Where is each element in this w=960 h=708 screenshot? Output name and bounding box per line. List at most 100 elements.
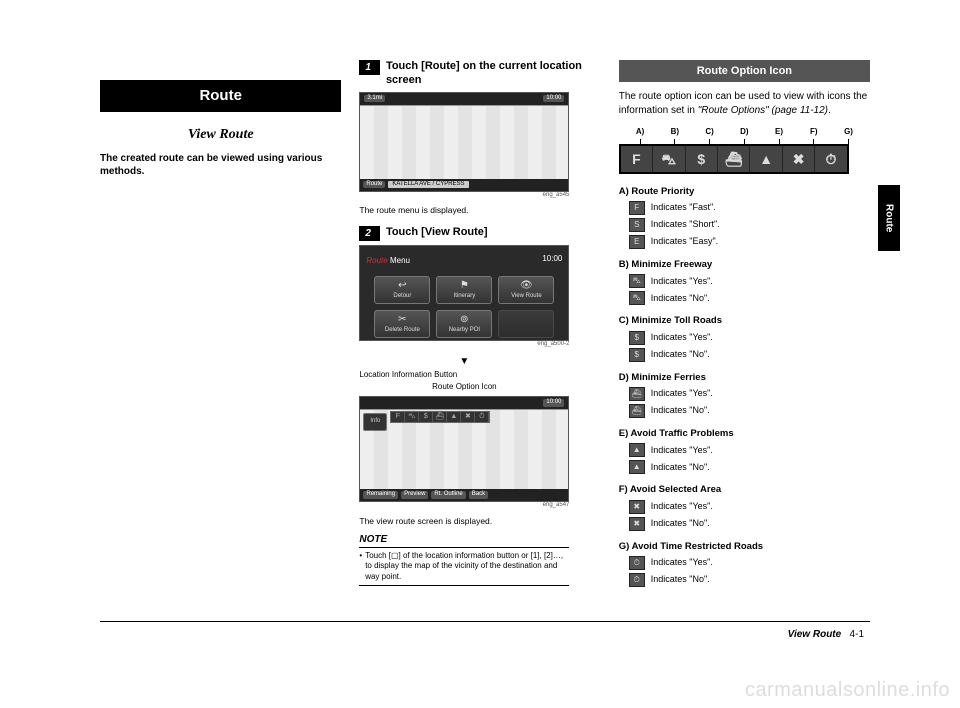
icon-bar-cell: ✖ [783, 146, 815, 172]
option-group: B) Minimize Freeway⛍Indicates "Yes".⛍Ind… [619, 259, 870, 305]
option-row: ▲ Indicates "Yes". [629, 443, 870, 457]
option-group: F) Avoid Selected Area✖Indicates "Yes".✖… [619, 484, 870, 530]
menu-clock: 10:00 [542, 254, 562, 264]
tick-mark [799, 139, 829, 144]
roi-cell: ⛍ [405, 412, 419, 422]
option-group: G) Avoid Time Restricted Roads ⏱ Indicates… [619, 541, 870, 587]
columns: Route View Route The created route can b… [100, 60, 870, 597]
option-text: Indicates "Short". [651, 219, 720, 231]
option-group-title: G) Avoid Time Restricted Roads [619, 541, 870, 553]
screenshot-botbar: Remaining Preview Rt. Outline Back [360, 489, 568, 501]
poi-icon: ⊚ [460, 313, 468, 326]
icon-bar-cell: ⛴ [718, 146, 750, 172]
letter-label: G) [834, 127, 864, 137]
option-icon: ⛴ [629, 404, 645, 418]
option-group-title: A) Route Priority [619, 186, 870, 198]
map-body [360, 105, 568, 179]
step-2: 2 Touch [View Route] [359, 226, 600, 241]
option-text: Indicates "Yes". [651, 557, 713, 569]
side-tab-route: Route [878, 185, 900, 251]
option-text: Indicates "No". [651, 462, 710, 474]
letter-label: A) [625, 127, 655, 137]
step-2-number: 2 [359, 226, 380, 241]
option-icon: ⛍ [629, 291, 645, 305]
footer-title: View Route [788, 629, 842, 640]
screenshot-view-route: 10:00 Info F⛍$⛴▲✖⏱ Remaining Preview Rt.… [359, 396, 569, 502]
view-route-icon: 👁 [520, 279, 533, 292]
column-2: 1 Touch [Route] on the current location … [359, 60, 600, 597]
option-text: Indicates "Yes". [651, 445, 713, 457]
screenshot-caption-1: eng_a545 [359, 192, 569, 200]
option-icon: ⏱ [629, 556, 645, 570]
letter-label: E) [764, 127, 794, 137]
roi-cell: ⛴ [433, 412, 447, 422]
outline-pill: Rt. Outline [431, 491, 465, 499]
option-icon: ⛴ [629, 387, 645, 401]
option-text: Indicates "No". [651, 574, 710, 586]
back-pill: Back [469, 491, 488, 499]
section-title: View Route [100, 126, 341, 144]
menu-grid: ↩Detour ⚑Itinerary 👁View Route ✂Delete R… [374, 276, 554, 328]
screenshot-route-menu: Route Menu 10:00 ↩Detour ⚑Itinerary 👁Vie… [359, 245, 569, 341]
menu-btn-nearby-poi: ⊚Nearby POI [436, 310, 492, 338]
column-3: Route Option Icon The route option icon … [619, 60, 870, 597]
street-name-pill: KATELLA AVE / CYPRESS [388, 181, 468, 189]
option-icon: ▲ [629, 460, 645, 474]
note-text: Touch [▢] of the location information bu… [365, 551, 569, 582]
icon-bar-cell: ⏱ [815, 146, 846, 172]
option-icon: E [629, 235, 645, 249]
icon-bar-cell: ⛍ [653, 146, 685, 172]
menu-btn-itinerary: ⚑Itinerary [436, 276, 492, 304]
option-text: Indicates "Yes". [651, 332, 713, 344]
note-rule [359, 547, 569, 548]
note-label: NOTE [359, 533, 600, 546]
screenshot-topbar: 10:00 [360, 397, 568, 409]
option-icon: $ [629, 348, 645, 362]
watermark: carmanualsonline.info [745, 679, 950, 702]
tick-mark [764, 139, 794, 144]
step-1-number: 1 [359, 60, 380, 75]
option-icon: ▲ [629, 443, 645, 457]
distance-pill: 3.1mi [364, 95, 385, 103]
tick-mark [625, 139, 655, 144]
option-text: Indicates "No". [651, 405, 710, 417]
menu-title-a: Route [366, 256, 387, 265]
option-row: S Indicates "Short". [629, 218, 870, 232]
location-info-label: Location Information Button [359, 370, 569, 380]
icon-bar-cell: ▲ [750, 146, 782, 172]
menu-title: Route Menu [366, 256, 410, 266]
option-text: Indicates "No". [651, 518, 710, 530]
footer: View Route 4-1 [788, 629, 864, 640]
option-icon: F [629, 201, 645, 215]
itinerary-icon: ⚑ [460, 279, 469, 292]
tick-mark [660, 139, 690, 144]
option-text: Indicates "Yes". [651, 388, 713, 400]
screenshot-caption-2: eng_a500-2 [359, 341, 569, 349]
menu-btn-empty [498, 310, 554, 338]
bullet-icon: • [359, 551, 362, 582]
column-1: Route View Route The created route can b… [100, 60, 341, 597]
roi-cell: ⏱ [475, 412, 489, 422]
menu-btn-label: Itinerary [454, 293, 476, 301]
option-row: $ Indicates "Yes". [629, 331, 870, 345]
clock-pill: 10:00 [543, 399, 564, 407]
option-icon: $ [629, 331, 645, 345]
option-group-title: F) Avoid Selected Area [619, 484, 870, 496]
option-text: Indicates "No". [651, 349, 710, 361]
preview-pill: Preview [401, 491, 428, 499]
delete-icon: ✂ [398, 313, 406, 326]
option-icon: S [629, 218, 645, 232]
intro-text: The created route can be viewed using va… [100, 152, 341, 179]
option-icon: ⏱ [629, 573, 645, 587]
option-row: $ Indicates "No". [629, 348, 870, 362]
note-rule [359, 585, 569, 586]
option-text: Indicates "Fast". [651, 202, 716, 214]
option-row: ⛴ Indicates "Yes". [629, 387, 870, 401]
clock-pill: 10:00 [543, 95, 564, 103]
option-text: Indicates "No". [651, 293, 710, 305]
option-icon: ⛍ [629, 274, 645, 288]
intro-part-b: "Route Options" (page 11-12) [698, 105, 828, 116]
option-row: ⏱ Indicates "Yes". [629, 556, 870, 570]
icon-bar: F⛍$⛴▲✖⏱ [619, 144, 849, 174]
icon-bar-cell: $ [686, 146, 718, 172]
